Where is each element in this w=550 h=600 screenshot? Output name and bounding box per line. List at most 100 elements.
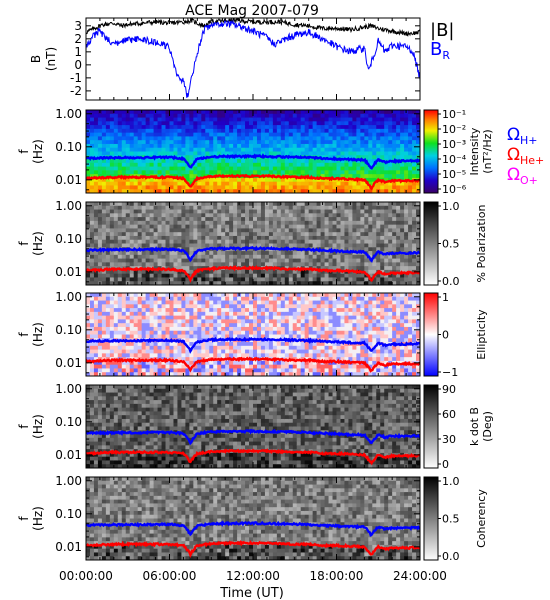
legend-br: BR [430, 39, 450, 62]
colorbar-title: Ellipticity [475, 309, 488, 360]
y-axis-unit: (Hz) [31, 231, 45, 256]
freq-tick-label: 0.01 [55, 356, 82, 370]
y-axis-unit: (Hz) [31, 414, 45, 439]
freq-tick-label: 0.10 [55, 507, 82, 521]
y-axis-unit: (Hz) [31, 506, 45, 531]
colorbar-tick-label: 60 [442, 408, 456, 421]
colorbar-unit: (nT²/Hz) [481, 129, 494, 173]
x-tick-label: 06:00:00 [143, 569, 197, 583]
colorbar-coherency [423, 476, 439, 561]
y-axis-label: f [17, 149, 31, 154]
y-tick-label: -2 [70, 84, 82, 98]
colorbar-ellipticity [423, 292, 439, 377]
freq-tick-label: 0.10 [55, 140, 82, 154]
colorbar-tick-label: 1 [442, 291, 449, 304]
y-tick-label: -1 [70, 71, 82, 85]
panel-polarization: 1.00 0.10 0.01 f (Hz) 1.0 0.5 0.0 % Polarization [17, 199, 488, 288]
freq-tick-label: 1.00 [55, 382, 82, 396]
colorbar-tick-label: 10⁻¹ [442, 108, 466, 121]
colorbar-tick-label: 10⁻⁴ [442, 153, 467, 166]
colorbar-tick-label: 0.5 [442, 513, 460, 526]
freq-tick-label: 0.01 [55, 540, 82, 554]
x-tick-labels: 00:00:00 06:00:00 12:00:00 18:00:00 24:00:00 [59, 569, 447, 583]
colorbar-tick-label: 10⁻⁵ [442, 168, 466, 181]
colorbar-tick-label: 0 [442, 458, 449, 471]
chart-title: ACE Mag 2007-079 [185, 3, 319, 19]
freq-tick-label: 1.00 [55, 199, 82, 213]
legend-gyro-Heplus: ΩHe+ [507, 145, 544, 167]
freq-tick-label: 1.00 [55, 290, 82, 304]
colorbar-polarization [423, 201, 439, 286]
x-tick-label: 18:00:00 [310, 569, 364, 583]
series-line-br [86, 18, 420, 98]
colorbar-tick-label: 0 [442, 329, 449, 342]
gyro-line-Heplus [86, 265, 420, 283]
colorbar-tick-label: 10⁻³ [442, 138, 466, 151]
colorbar-tick-label: 0.0 [442, 550, 460, 563]
colorbar-tick-label: 10⁻⁶ [442, 183, 467, 196]
colorbar-tick-label: 10⁻² [442, 123, 466, 136]
gyro-line-Hplus [86, 428, 420, 446]
colorbar-tick-label: −1 [442, 366, 458, 379]
freq-tick-label: 0.01 [55, 173, 82, 187]
freq-tick-label: 1.00 [55, 107, 82, 121]
y-axis-unit: (nT) [44, 47, 58, 71]
panel-coherency: 1.00 0.10 0.01 f (Hz) 1.0 0.5 0.0 Coherency [17, 474, 488, 563]
gyro-line-Hplus [86, 153, 420, 170]
gyro-line-Heplus [86, 540, 420, 559]
y-tick-label: 1 [74, 45, 82, 59]
x-tick-label: 12:00:00 [226, 569, 280, 583]
gyro-line-Hplus [86, 336, 420, 354]
y-axis-unit: (Hz) [31, 139, 45, 164]
freq-tick-label: 0.01 [55, 448, 82, 462]
colorbar-title: % Polarization [475, 205, 488, 283]
legend-gyro-Oplus: ΩO+ [507, 165, 538, 187]
series-line-btotal [86, 18, 420, 37]
panel-ellipticity: 1.00 0.10 0.01 f (Hz) 1 0 −1 Ellipticity [17, 290, 488, 379]
freq-tick-label: 0.01 [55, 265, 82, 279]
x-tick-label: 00:00:00 [59, 569, 113, 583]
colorbar-unit: (Deg) [481, 411, 494, 442]
y-axis-unit: (Hz) [31, 322, 45, 347]
colorbar-title: Intensity [468, 127, 481, 175]
gyro-line-Heplus [86, 356, 420, 373]
freq-tick-label: 0.10 [55, 415, 82, 429]
colorbar-tick-label: 1.0 [442, 475, 460, 488]
colorbar-tick-label: 0.0 [442, 275, 460, 288]
gyro-line-Heplus [86, 448, 420, 466]
y-axis-label: B [29, 55, 43, 63]
colorbar-tick-label: 0.5 [442, 238, 460, 251]
y-axis-label: f [17, 332, 31, 337]
freq-tick-label: 1.00 [55, 474, 82, 488]
colorbar-tick-label: 90 [442, 383, 456, 396]
freq-tick-label: 0.10 [55, 323, 82, 337]
y-axis-label: f [17, 516, 31, 521]
y-tick-label: 0 [74, 58, 82, 72]
y-axis-label: f [17, 424, 31, 429]
heatmap-polarization [86, 202, 420, 285]
colorbar-tick-label: 30 [442, 433, 456, 446]
panel-intensity: 1.00 0.10 0.01 f (Hz) 10⁻¹ 10⁻² 10⁻³ 10⁻⁴ 10⁻⁵ 10⁻… [17, 107, 544, 196]
colorbar-intensity [423, 109, 439, 194]
freq-tick-label: 0.10 [55, 232, 82, 246]
heatmap-kdotb [86, 385, 420, 468]
x-axis-label: Time (UT) [219, 586, 284, 600]
colorbar-tick-label: 1.0 [442, 200, 460, 213]
gyro-line-Heplus [86, 173, 420, 191]
x-tick-label: 24:00:00 [393, 569, 447, 583]
legend-gyro-Hplus: ΩH+ [507, 125, 538, 147]
colorbar-kdotb [423, 384, 439, 469]
heatmap-coherency [86, 477, 420, 560]
y-tick-label: 3 [74, 19, 82, 33]
y-axis-label: f [17, 241, 31, 246]
gyro-line-Hplus [86, 520, 420, 537]
y-tick-label: 2 [74, 32, 82, 46]
colorbar-title: Coherency [475, 489, 488, 548]
heatmap-ellipticity [86, 293, 420, 376]
gyro-line-Hplus [86, 245, 420, 263]
colorbar-title: k dot B [468, 407, 481, 446]
heatmap-intensity [86, 110, 420, 193]
